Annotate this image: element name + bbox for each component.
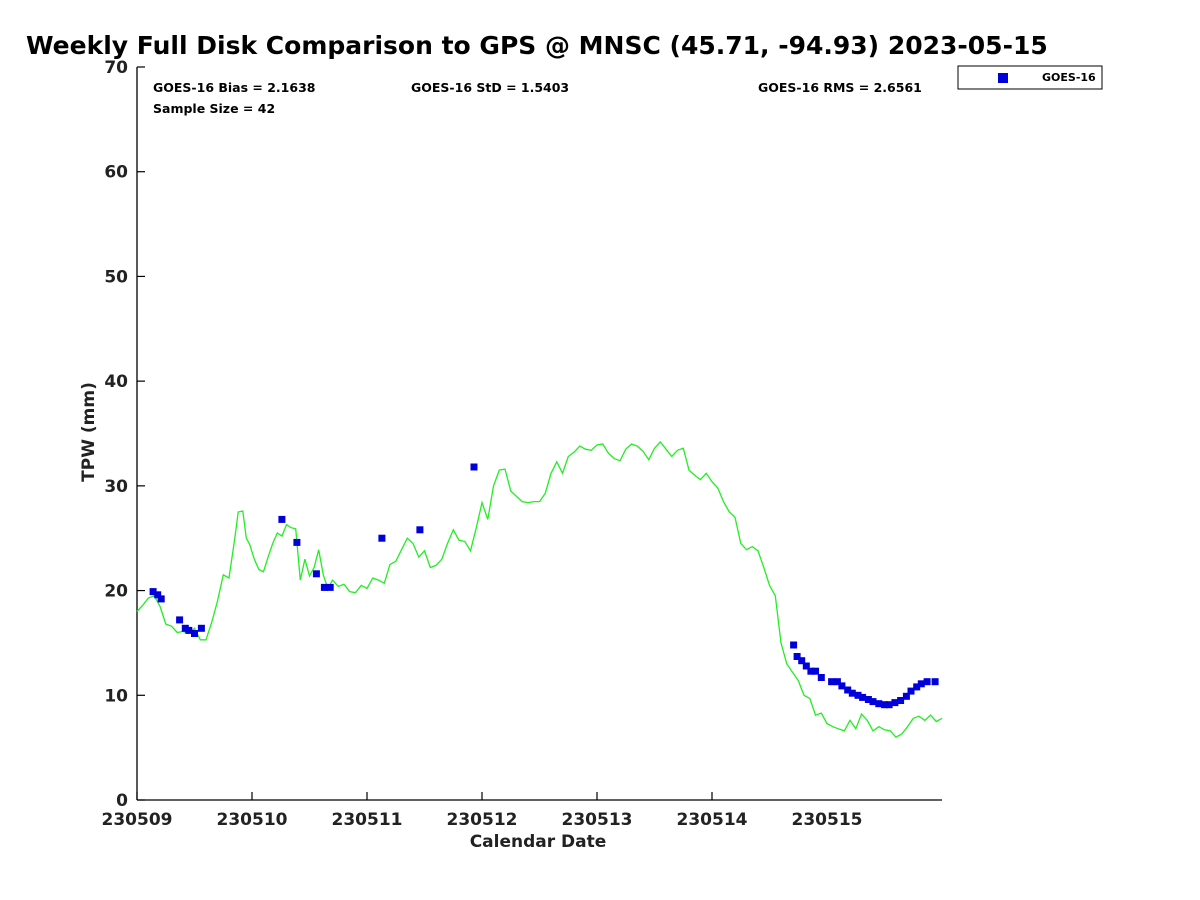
goes16-data-point [326, 583, 334, 591]
x-tick-label: 230511 [332, 810, 403, 830]
y-axis-ticks: 0 10 20 30 40 50 60 70 [104, 58, 145, 811]
goes16-data-point [923, 678, 931, 686]
goes16-data-point [802, 662, 810, 670]
goes16-data-point [793, 653, 801, 660]
goes16-data-point [864, 696, 872, 703]
sample-size-stat: Sample Size = 42 [153, 101, 275, 116]
std-stat: GOES-16 StD = 1.5403 [411, 80, 569, 95]
y-tick-label: 0 [116, 791, 128, 811]
rms-stat: GOES-16 RMS = 2.6561 [758, 80, 922, 95]
goes16-data-point [828, 678, 836, 686]
y-tick-label: 40 [104, 372, 128, 392]
goes16-data-point [807, 667, 815, 675]
x-tick-label: 230510 [217, 810, 288, 830]
goes16-data-point [197, 624, 205, 632]
goes16-data-point [875, 700, 883, 708]
goes16-data-point [278, 515, 286, 523]
y-tick-label: 60 [104, 163, 128, 183]
goes16-data-point [812, 667, 819, 675]
y-tick-label: 20 [104, 582, 128, 602]
goes16-data-point [176, 616, 184, 624]
goes16-data-point [891, 699, 899, 707]
goes16-data-point [897, 697, 905, 704]
goes16-data-point [854, 691, 862, 699]
goes16-data-point [859, 693, 867, 701]
x-axis-label: Calendar Date [470, 832, 607, 852]
legend-box [957, 65, 1103, 90]
legend: GOES-16 [957, 65, 1103, 90]
x-tick-label: 230513 [562, 810, 633, 830]
goes16-data-point [320, 583, 328, 591]
goes16-data-point [913, 683, 921, 691]
goes16-data-point [185, 626, 193, 634]
gps-series-line [136, 440, 943, 739]
goes16-data-point [838, 682, 846, 690]
goes16-data-point [917, 680, 925, 688]
y-tick-label: 10 [104, 686, 128, 706]
goes16-data-point [881, 701, 888, 709]
goes16-data-point [157, 595, 165, 603]
plot-area: 0 10 20 30 40 50 60 70 230509 230510 230511 230512… [102, 58, 943, 830]
legend-label: GOES-16 [1042, 71, 1096, 84]
chart-title: Weekly Full Disk Comparison to GPS @ MNS… [26, 31, 1048, 60]
y-axis-label: TPW (mm) [79, 382, 99, 482]
legend-marker [998, 73, 1008, 83]
x-tick-label: 230514 [677, 810, 748, 830]
goes16-data-point [902, 692, 910, 700]
x-axis-ticks: 230509 230510 230511 230512 230513 230514 2305… [102, 792, 863, 830]
goes16-data-point [844, 686, 852, 694]
goes16-data-point [931, 678, 939, 686]
goes16-data-point [817, 674, 825, 681]
x-tick-label: 230512 [447, 810, 518, 830]
goes16-data-point [470, 463, 478, 471]
y-tick-label: 50 [104, 267, 128, 287]
x-tick-label: 230509 [102, 810, 173, 830]
goes16-data-point [293, 538, 301, 546]
series-layer [136, 440, 943, 739]
goes16-data-point [191, 630, 198, 637]
goes16-data-point [149, 588, 157, 596]
x-tick-label: 230515 [792, 810, 863, 830]
goes16-data-point [790, 641, 798, 649]
goes16-data-point [416, 526, 424, 534]
goes16-data-point [154, 591, 162, 599]
y-tick-label: 30 [104, 477, 128, 497]
y-tick-label: 70 [104, 58, 128, 78]
goes16-data-point [869, 698, 877, 706]
goes16-data-point [833, 678, 841, 686]
bias-stat: GOES-16 Bias = 2.1638 [153, 80, 315, 95]
goes16-data-point [907, 687, 915, 695]
goes16-data-point [378, 534, 386, 542]
stats-annotations: GOES-16 Bias = 2.1638 GOES-16 StD = 1.54… [153, 80, 922, 116]
goes16-data-point [848, 689, 856, 697]
goes16-data-point [885, 701, 893, 709]
goes16-data-point [798, 657, 806, 665]
goes16-data-point [312, 570, 320, 578]
